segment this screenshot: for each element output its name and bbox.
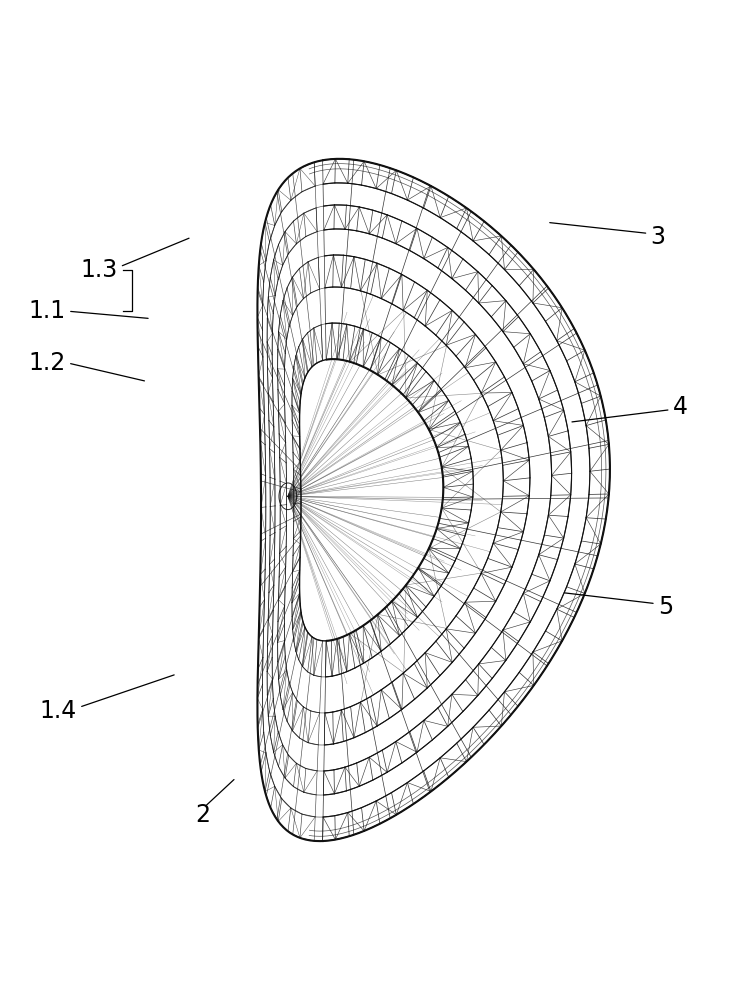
Text: 1.2: 1.2 xyxy=(28,351,66,375)
Text: 1.3: 1.3 xyxy=(81,258,118,282)
Text: 5: 5 xyxy=(658,595,674,619)
Text: 2: 2 xyxy=(195,803,210,827)
Text: 4: 4 xyxy=(673,395,688,419)
Text: 3: 3 xyxy=(651,225,665,249)
Text: 1.4: 1.4 xyxy=(40,699,77,723)
Text: 1.1: 1.1 xyxy=(28,299,66,323)
